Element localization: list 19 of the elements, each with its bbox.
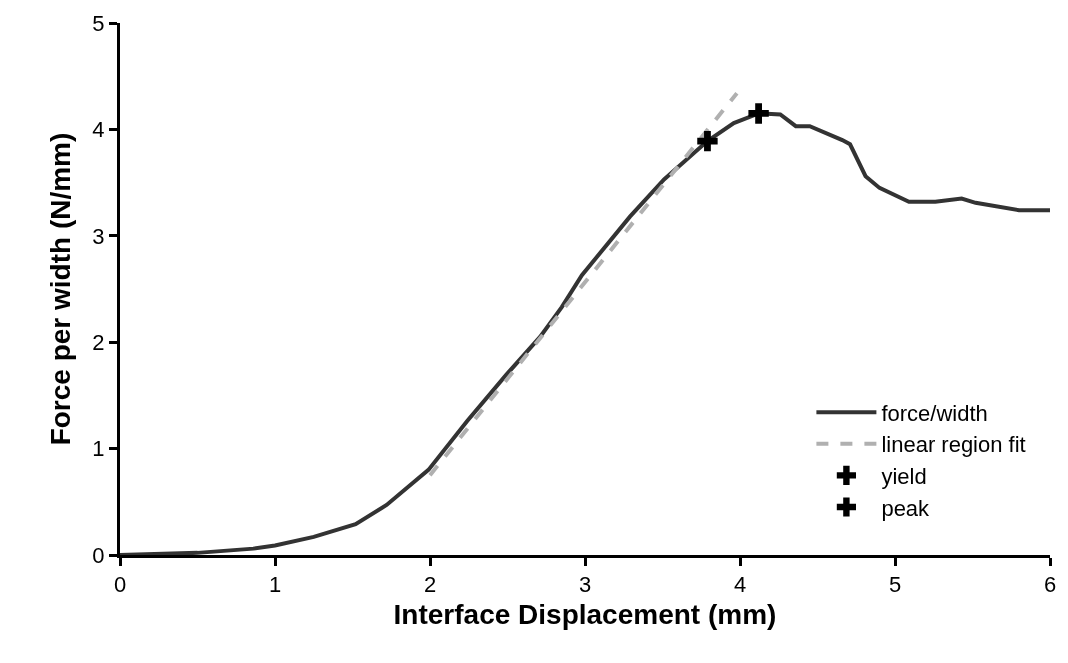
y-axis-title: Force per width (N/mm) bbox=[45, 132, 77, 446]
y-tick-label: 3 bbox=[92, 223, 105, 249]
x-tick-label: 4 bbox=[733, 572, 747, 598]
y-tick-label: 0 bbox=[92, 542, 105, 568]
y-tick-label: 1 bbox=[92, 436, 105, 462]
legend-label: force/width bbox=[881, 400, 988, 426]
legend-label: peak bbox=[881, 495, 931, 521]
legend-label: yield bbox=[881, 463, 927, 489]
x-tick-label: 2 bbox=[423, 572, 437, 598]
x-tick-label: 3 bbox=[578, 572, 592, 598]
x-tick-label: 5 bbox=[888, 572, 902, 598]
x-tick-label: 0 bbox=[113, 572, 127, 598]
y-tick-label: 4 bbox=[92, 117, 105, 143]
y-tick-label: 5 bbox=[92, 10, 105, 36]
legend-label: linear region fit bbox=[881, 432, 1026, 458]
x-tick-label: 6 bbox=[1043, 572, 1057, 598]
x-tick-label: 1 bbox=[268, 572, 282, 598]
x-axis-title: Interface Displacement (mm) bbox=[393, 598, 777, 630]
y-tick-label: 2 bbox=[92, 329, 105, 355]
